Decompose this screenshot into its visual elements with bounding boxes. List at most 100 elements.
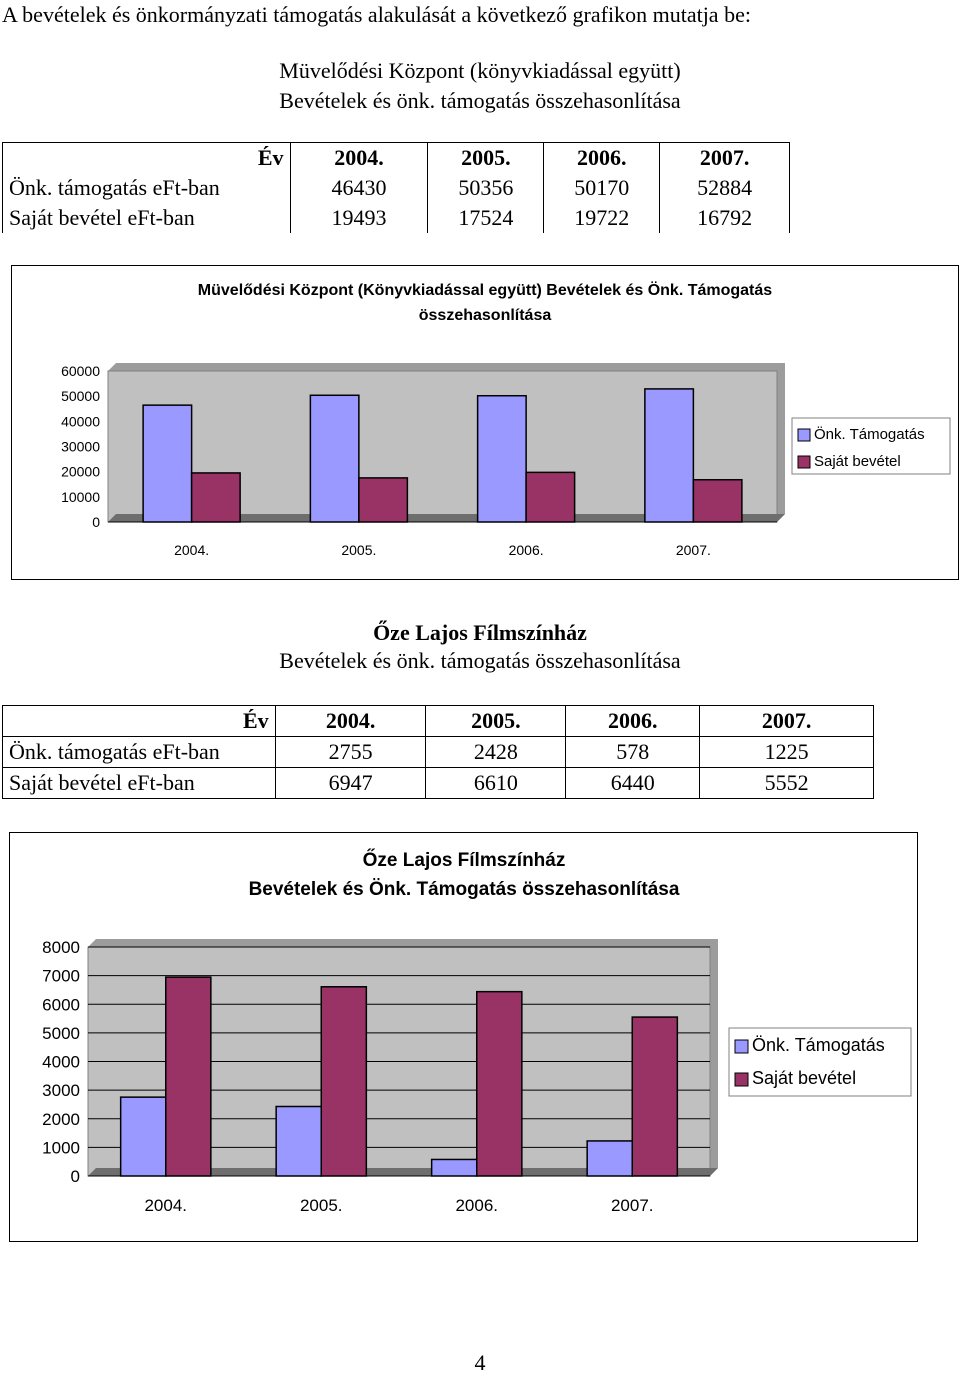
year-header: 2004.: [274, 705, 427, 737]
legend-swatch: [734, 1039, 749, 1054]
table-header-row: Év 2004. 2005. 2006. 2007.: [2, 705, 874, 737]
legend-swatch: [734, 1072, 749, 1087]
x-tick-label: 2006.: [455, 1196, 498, 1215]
year-header: 2006.: [543, 142, 661, 173]
x-tick-label: 2004.: [144, 1196, 187, 1215]
table-row: Önk. támogatás eFt-ban 46430 50356 50170…: [2, 173, 790, 203]
y-tick-label: 30000: [61, 439, 100, 455]
bar-sajat-bevetel: [476, 990, 523, 1177]
intro-text: A bevételek és önkormányzati támogatás a…: [2, 2, 751, 27]
bar-onk-tamogatas: [119, 1096, 167, 1177]
chart-title: Őze Lajos Fílmszínház: [363, 849, 566, 871]
bar-sajat-bevetel: [190, 472, 241, 523]
table-cell: 6440: [565, 767, 701, 799]
year-header: 2004.: [289, 142, 429, 173]
table-cell: 17524: [427, 203, 545, 233]
year-header: 2006.: [565, 705, 701, 737]
y-tick-label: 60000: [61, 363, 100, 379]
table-cell: 19722: [543, 203, 661, 233]
y-tick-label: 8000: [42, 938, 80, 957]
table-cell: 2755: [274, 736, 427, 768]
table-cell: 19493: [289, 203, 429, 233]
table-row: Saját bevétel eFt-ban 6947 6610 6440 555…: [2, 767, 874, 799]
y-tick-label: 0: [92, 514, 100, 530]
legend-box: [791, 417, 951, 475]
plot-area-floor: [108, 514, 785, 522]
y-tick-label: 4000: [42, 1053, 80, 1072]
legend-label: Önk. Támogatás: [814, 425, 925, 443]
year-header: 2005.: [425, 705, 567, 737]
section2-table: Év 2004. 2005. 2006. 2007. Önk. támogatá…: [2, 705, 874, 799]
bar-onk-tamogatas: [430, 1158, 478, 1177]
y-tick-label: 40000: [61, 413, 100, 429]
y-tick-label: 0: [71, 1167, 80, 1186]
row-label: Saját bevétel eFt-ban: [2, 767, 276, 799]
chart-svg: Müvelődési Központ (Könyvkiadással együt…: [61, 280, 951, 558]
x-tick-label: 2005.: [300, 1196, 343, 1215]
section2-heading-line2: Bevételek és önk. támogatás összehasonlí…: [279, 648, 681, 673]
x-tick-label: 2005.: [341, 542, 376, 558]
y-tick-label: 20000: [61, 464, 100, 480]
table-cell: 50356: [427, 173, 545, 203]
y-tick-label: 2000: [42, 1110, 80, 1129]
year-header-label: Év: [2, 142, 291, 173]
chart-title: Bevételek és Önk. Támogatás összehasonlí…: [249, 879, 680, 900]
y-tick-label: 7000: [42, 967, 80, 986]
legend-label: Saját bevétel: [752, 1068, 856, 1088]
y-tick-label: 10000: [61, 489, 100, 505]
bar-onk-tamogatas: [309, 394, 360, 523]
row-label: Önk. támogatás eFt-ban: [2, 736, 276, 768]
table-cell: 6610: [425, 767, 567, 799]
legend-box: [728, 1027, 912, 1097]
table-cell: 46430: [289, 173, 429, 203]
table-cell: 52884: [659, 173, 790, 203]
plot-area-floor: [88, 1168, 718, 1176]
table-row: Saját bevétel eFt-ban 19493 17524 19722 …: [2, 203, 790, 233]
x-tick-label: 2006.: [509, 542, 544, 558]
chart-title: Müvelődési Központ (Könyvkiadással együt…: [198, 280, 772, 299]
section2-heading-line1: Őze Lajos Fílmszínház: [373, 620, 587, 645]
legend-swatch: [797, 455, 811, 469]
chart-oze-lajos-filmszinhaz: Őze Lajos Fílmszínház Bevételek és Önk. T…: [9, 832, 918, 1242]
year-header: 2007.: [659, 142, 790, 173]
section1-heading-line2: Bevételek és önk. támogatás összehasonlí…: [279, 88, 681, 113]
bar-sajat-bevetel: [320, 986, 368, 1177]
table-cell: 50170: [543, 173, 661, 203]
table-cell: 578: [565, 736, 701, 768]
bar-onk-tamogatas: [644, 388, 695, 523]
bar-sajat-bevetel: [692, 478, 743, 523]
bar-onk-tamogatas: [142, 404, 193, 523]
legend-label: Saját bevétel: [814, 453, 901, 470]
chart-muvelodesi-kozpont: Müvelődési Központ (Könyvkiadással együt…: [11, 265, 959, 580]
bar-onk-tamogatas: [586, 1140, 634, 1177]
year-header-label: Év: [2, 705, 276, 737]
chart-title: összehasonlítása: [419, 307, 552, 324]
section1-table: Év 2004. 2005. 2006. 2007. Önk. támogatá…: [2, 142, 790, 233]
table-cell: 1225: [699, 736, 874, 768]
section1-heading-line1: Müvelődési Központ (könyvkiadással együt…: [279, 58, 681, 83]
table-cell: 2428: [425, 736, 567, 768]
bar-onk-tamogatas: [275, 1105, 322, 1177]
chart-svg: Őze Lajos Fílmszínház Bevételek és Önk. T…: [42, 849, 912, 1215]
table-header-row: Év 2004. 2005. 2006. 2007.: [2, 142, 790, 173]
x-tick-label: 2007.: [676, 542, 711, 558]
table-cell: 6947: [274, 767, 427, 799]
legend-label: Önk. Támogatás: [752, 1035, 885, 1055]
y-tick-label: 6000: [42, 995, 80, 1014]
y-tick-label: 50000: [61, 388, 100, 404]
year-header: 2007.: [699, 705, 874, 737]
y-tick-label: 3000: [42, 1081, 80, 1100]
bar-sajat-bevetel: [358, 477, 409, 523]
table-cell: 5552: [699, 767, 874, 799]
row-label: Saját bevétel eFt-ban: [2, 203, 291, 233]
row-label: Önk. támogatás eFt-ban: [2, 173, 291, 203]
bar-sajat-bevetel: [525, 471, 576, 523]
table-cell: 16792: [659, 203, 790, 233]
x-tick-label: 2004.: [174, 542, 209, 558]
page-number: 4: [474, 1350, 486, 1375]
year-header: 2005.: [427, 142, 545, 173]
legend-swatch: [797, 428, 811, 442]
y-tick-label: 1000: [42, 1138, 80, 1157]
table-row: Önk. támogatás eFt-ban 2755 2428 578 122…: [2, 736, 874, 768]
bar-sajat-bevetel: [165, 976, 212, 1177]
